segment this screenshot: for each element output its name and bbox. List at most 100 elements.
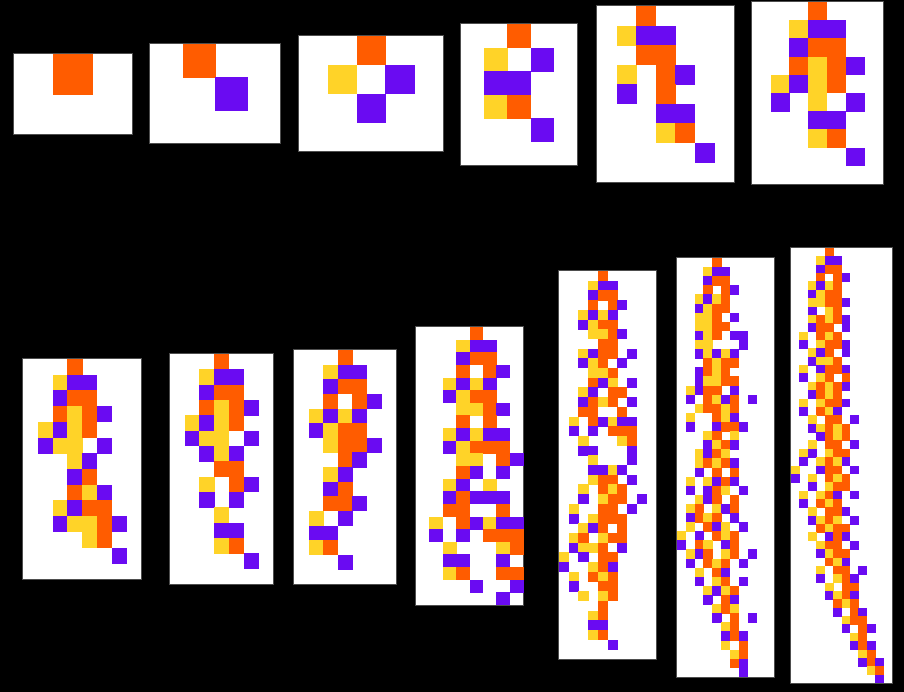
ca-cell-purple [729, 458, 740, 468]
ca-cell-orange [617, 387, 628, 398]
ca-cell-orange [721, 476, 731, 487]
ca-cell-purple [799, 373, 809, 383]
ca-cell-orange [496, 503, 511, 518]
ca-cell-orange [824, 264, 834, 274]
ca-cell-orange [199, 400, 215, 416]
ca-cell-purple [67, 500, 83, 517]
ca-cell-purple [184, 430, 200, 447]
ca-cell-purple [738, 330, 749, 341]
ca-cell-purple [96, 437, 112, 454]
ca-cell-orange [509, 567, 524, 581]
ca-cell-purple [429, 529, 444, 543]
ca-cell-yellow [588, 455, 599, 466]
ca-cell-yellow [588, 329, 599, 340]
ca-cell-orange [833, 340, 842, 349]
ca-cell-orange [841, 590, 851, 600]
ca-cell-purple [352, 452, 368, 468]
ca-cell-orange [826, 129, 847, 149]
ca-cell-orange [841, 549, 851, 558]
ca-cell-yellow [721, 349, 731, 359]
ca-cell-yellow [791, 465, 800, 475]
ca-cell-purple [366, 393, 382, 409]
ca-cell-yellow [866, 666, 876, 676]
ca-cell-yellow [597, 397, 608, 408]
ca-cell-purple [228, 522, 245, 539]
ca-cell-orange [816, 381, 826, 391]
ca-cell-yellow [833, 557, 842, 567]
ca-cell-orange [816, 498, 826, 508]
ca-cell-purple [841, 323, 851, 333]
ca-cell-orange [482, 352, 497, 366]
ca-cell-orange [833, 273, 842, 282]
ca-cell-purple [337, 554, 353, 570]
ca-cell-orange [597, 581, 608, 592]
ca-cell-yellow [199, 476, 215, 493]
ca-cell-purple [626, 397, 638, 408]
ca-cell-purple [496, 466, 511, 480]
ca-cell-purple [626, 455, 638, 466]
ca-cell-yellow [323, 437, 339, 453]
ca-cell-purple [694, 385, 704, 396]
ca-cell-orange [607, 513, 618, 524]
ca-cell-purple [807, 306, 817, 316]
ca-cell-orange [67, 390, 83, 407]
ca-cell-orange [833, 264, 842, 274]
ca-cell-orange [597, 338, 608, 350]
ca-cell-yellow [799, 448, 809, 458]
ca-cell-orange [607, 474, 618, 485]
ca-cell-orange [841, 473, 851, 483]
ca-cell-orange [578, 406, 589, 417]
ca-cell-purple [729, 412, 740, 423]
ca-cell-orange [469, 327, 484, 341]
ca-cell-yellow [807, 298, 817, 308]
ca-cell-orange [597, 271, 608, 282]
ca-cell-orange [597, 542, 608, 553]
ca-cell-orange [729, 503, 740, 514]
ca-cell-orange [352, 437, 368, 453]
ca-cell-purple [356, 93, 386, 123]
ca-cell-purple [626, 348, 638, 359]
ca-cell-purple [496, 516, 511, 530]
ca-cell-yellow [469, 428, 484, 442]
ca-cell-orange [833, 306, 842, 316]
ca-cell-yellow [442, 428, 457, 442]
ca-cell-yellow [721, 585, 731, 596]
ca-cell-yellow [816, 340, 826, 349]
ca-cell-yellow [721, 412, 731, 423]
ca-cell-purple [738, 576, 749, 587]
ca-cell-purple [703, 276, 713, 286]
ca-cell-yellow [456, 402, 470, 416]
ca-cell-orange [588, 406, 599, 417]
ca-cell-purple [588, 309, 599, 320]
ca-cell-yellow [52, 374, 68, 391]
ca-cell-purple [824, 532, 834, 542]
ca-cell-orange [597, 484, 608, 495]
ca-cell-yellow [703, 267, 713, 277]
ca-cell-purple [789, 74, 809, 94]
ca-cell-orange [703, 558, 713, 569]
ca-cell-yellow [824, 281, 834, 291]
ca-cell-orange [694, 503, 704, 514]
ca-cell-orange [721, 458, 731, 468]
ca-cell-purple [214, 522, 230, 539]
ca-cell-yellow [824, 482, 834, 492]
ca-cell-purple [712, 613, 722, 623]
ca-cell-purple [729, 330, 740, 341]
ca-cell-purple [509, 516, 524, 530]
ca-cell-yellow [712, 576, 722, 587]
ca-cell-purple [703, 494, 713, 505]
ca-cell-orange [712, 303, 722, 314]
ca-cell-purple [694, 349, 704, 359]
ca-cell-purple [111, 516, 127, 533]
ca-cell-purple [858, 607, 868, 617]
ca-cell-yellow [807, 507, 817, 517]
ca-cell-purple [626, 445, 638, 456]
ca-cell-orange [712, 513, 722, 523]
ca-cell-yellow [824, 448, 834, 458]
ca-cell-orange [816, 390, 826, 400]
ca-cell-purple [694, 576, 704, 587]
ca-cell-orange [833, 381, 842, 391]
ca-panel-top-6 [751, 1, 884, 185]
ca-cell-yellow [82, 516, 98, 533]
ca-cell-purple [617, 465, 628, 476]
